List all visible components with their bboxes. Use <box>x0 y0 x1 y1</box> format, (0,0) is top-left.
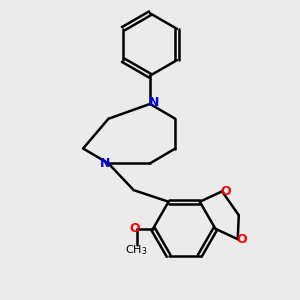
Text: CH$_3$: CH$_3$ <box>125 244 148 257</box>
Text: O: O <box>220 185 231 198</box>
Text: N: N <box>100 157 110 170</box>
Text: O: O <box>236 233 247 246</box>
Text: O: O <box>129 222 140 235</box>
Text: N: N <box>148 96 159 109</box>
